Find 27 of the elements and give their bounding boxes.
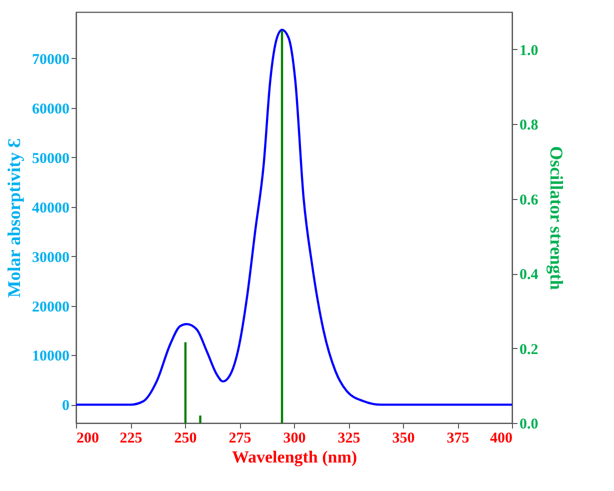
y-tick-label: 70000 [32,52,70,68]
y-tick-label: 20000 [32,299,70,316]
x-tick-label: 400 [490,430,512,446]
y-tick-label: 40000 [32,200,70,216]
y-axis-title: Molar absorptivity Ɛ [4,138,24,298]
x-tick-label: 375 [446,430,470,446]
x-tick-label: 275 [228,430,252,446]
y-tick-label: 0 [62,398,70,414]
y2-tick-label: 0.4 [520,267,539,284]
y2-tick-label: 0.2 [520,342,538,358]
x-axis-title: Wavelength (nm) [232,448,358,466]
x-tick-label: 300 [283,430,306,446]
x-tick-label: 325 [338,430,360,446]
y2-tick-label: 1.0 [520,42,538,59]
x-tick-label: 200 [76,430,99,446]
y-tick-label: 10000 [32,348,70,365]
y2-tick-label: 0.8 [520,118,538,134]
y-tick-label: 60000 [32,101,70,118]
x-tick-label: 225 [120,430,142,446]
y-tick-label: 50000 [32,150,70,167]
line-series [76,28,512,406]
y2-axis-title: Oscillator strength [546,146,566,290]
y-tick-label: 30000 [32,250,70,266]
x-tick-label: 350 [392,430,415,446]
x-tick-label: 250 [174,430,197,446]
y2-tick-label: 0.6 [520,192,539,208]
y2-tick-label: 0.0 [520,416,538,432]
